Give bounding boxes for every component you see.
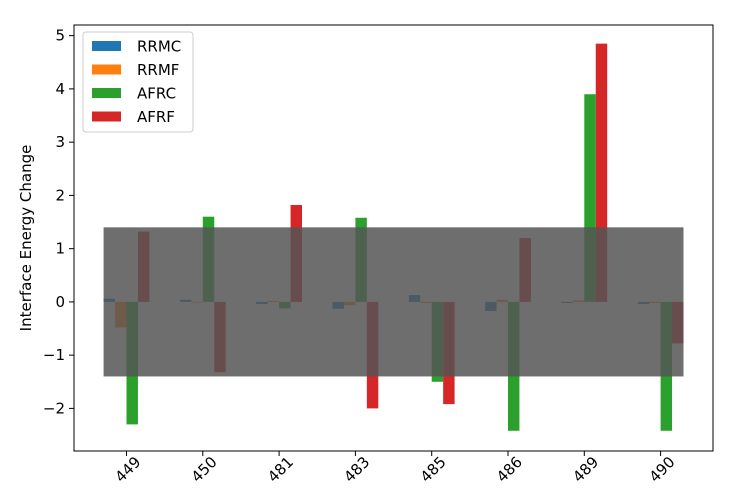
threshold-band (103, 227, 684, 377)
y-tick-label: 4 (55, 80, 65, 98)
x-tick-label: 489 (569, 453, 602, 486)
legend-label-rrmc: RRMC (137, 38, 181, 56)
y-tick-label: −2 (43, 399, 65, 417)
legend-swatch-rrmf (92, 64, 121, 75)
y-tick-label: 2 (55, 186, 65, 204)
y-tick-label: 5 (55, 27, 65, 45)
x-axis: 449 450 481 483 485 486 489 490 (111, 451, 679, 486)
legend-swatch-afrc (92, 88, 121, 98)
y-tick-label: 1 (55, 240, 65, 258)
x-tick-label: 449 (111, 453, 144, 486)
legend-label-rrmf: RRMF (137, 61, 179, 79)
legend-label-afrf: AFRF (137, 108, 175, 126)
x-tick-label: 485 (417, 453, 450, 486)
legend-box (82, 31, 194, 133)
threshold-band-layer (103, 227, 684, 377)
x-tick-label: 483 (340, 453, 373, 486)
y-tick-label: −1 (43, 346, 65, 364)
y-tick-label: 0 (55, 293, 65, 311)
x-tick-label: 450 (188, 453, 221, 486)
y-axis: −2 −1 0 1 2 3 4 5 (43, 27, 74, 417)
x-tick-label: 490 (646, 453, 679, 486)
y-tick-label: 3 (55, 133, 65, 151)
legend-label-afrc: AFRC (137, 85, 176, 103)
bar-afrc-489 (584, 94, 596, 302)
y-axis-label: Interface Energy Change (17, 145, 35, 332)
plot-frame (73, 24, 714, 452)
legend-swatch-rrmc (92, 41, 121, 51)
x-tick-label: 481 (264, 453, 297, 486)
x-tick-label: 486 (493, 453, 526, 486)
legend-swatch-afrf (92, 111, 121, 122)
bar-afrf-489 (595, 43, 608, 302)
legend: RRMC RRMF AFRC AFRF (82, 31, 194, 133)
